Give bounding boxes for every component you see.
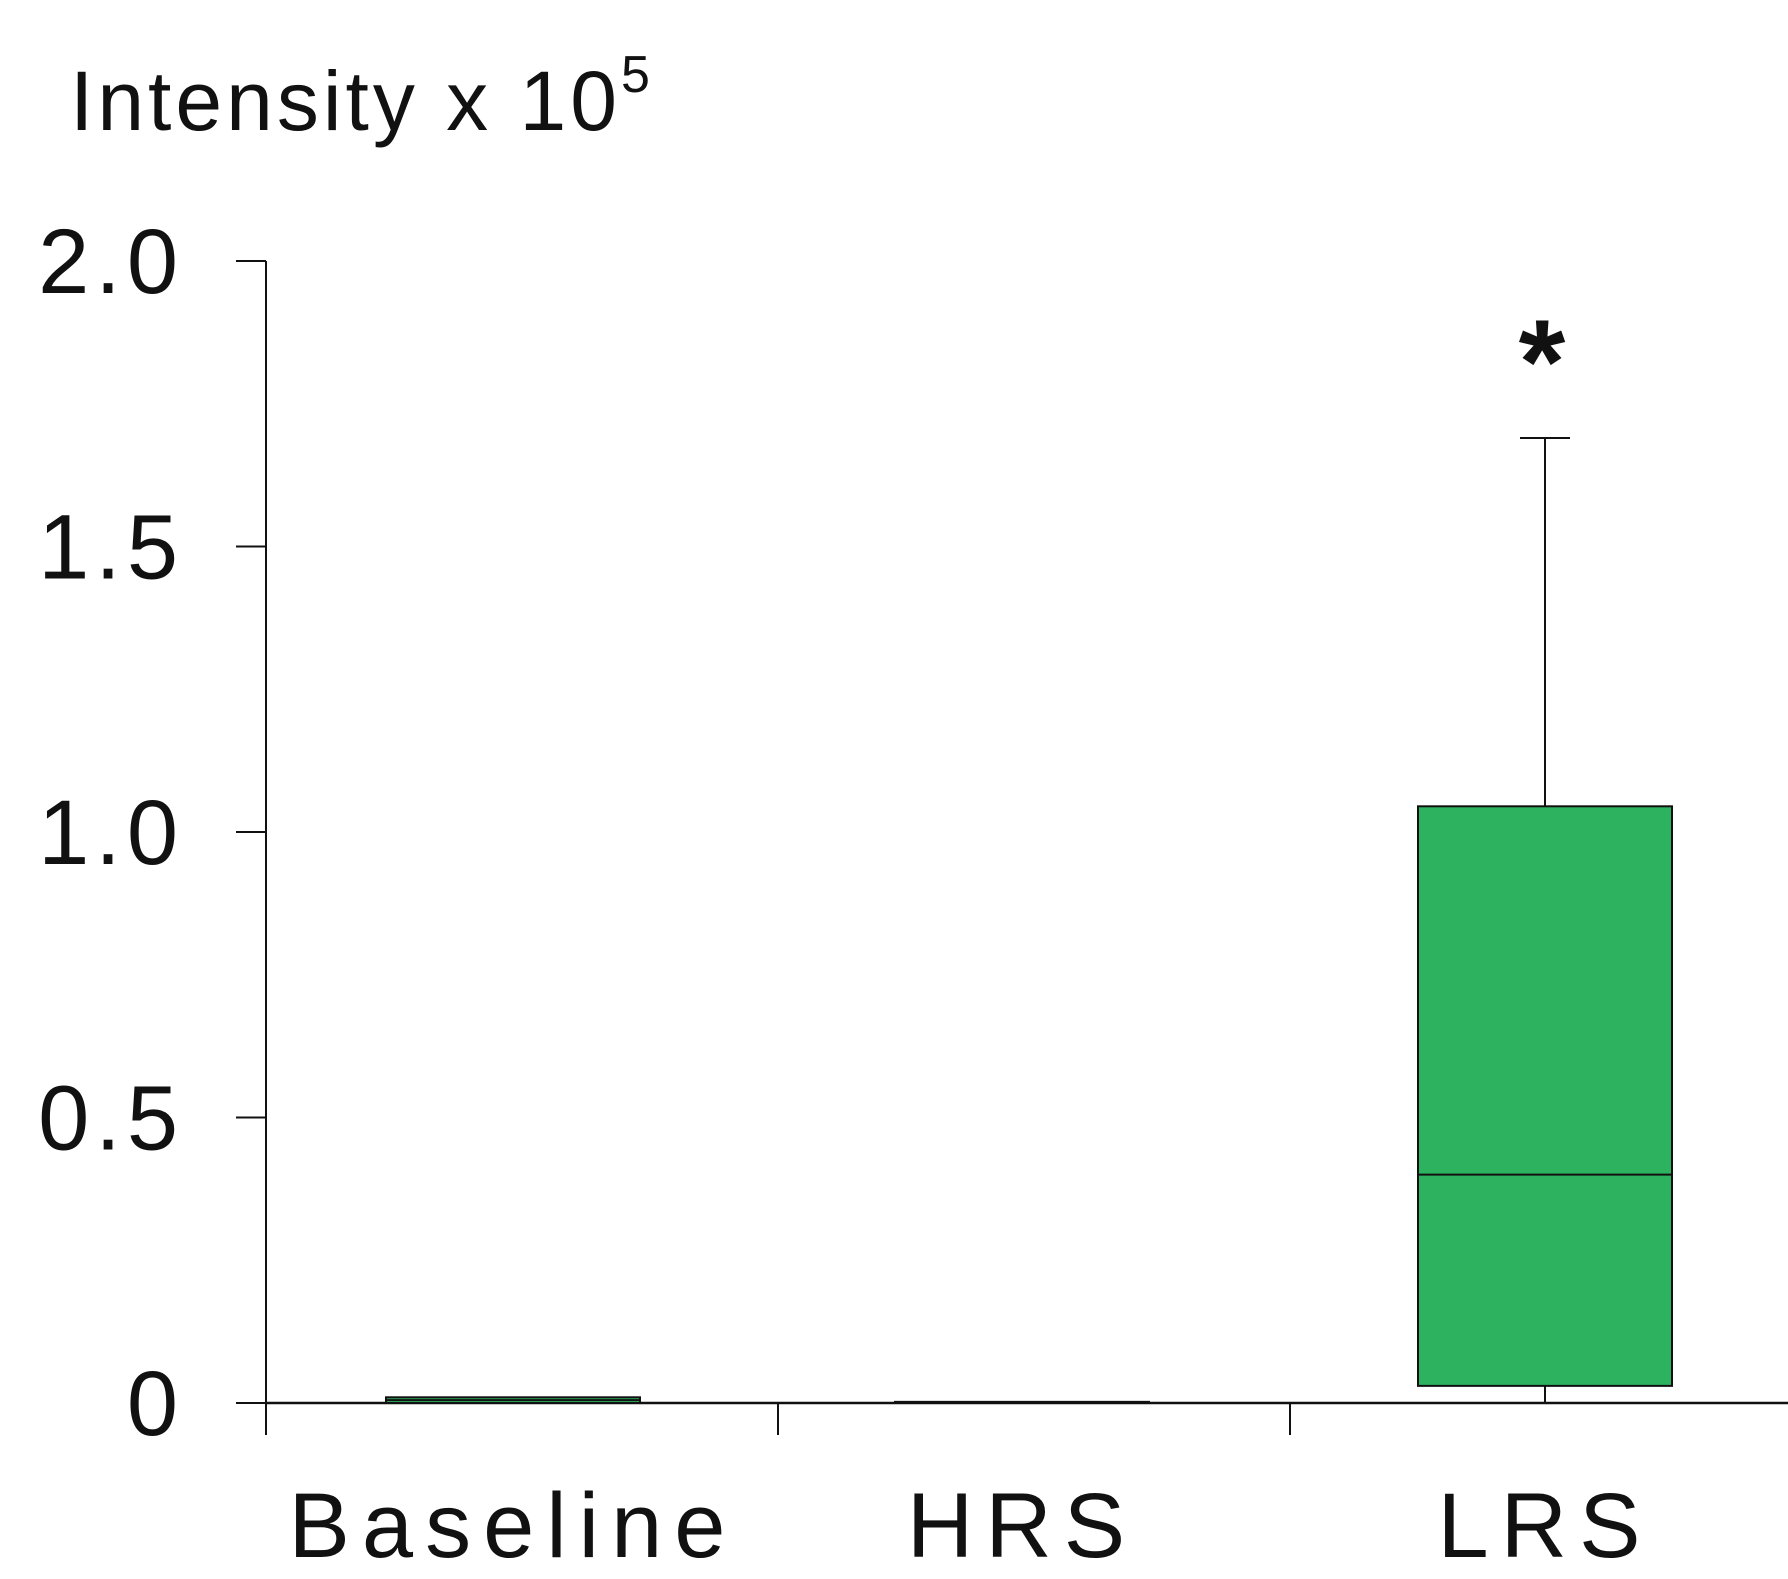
boxes: * <box>385 295 1673 1405</box>
y-axis-label-text: Intensity x 10 <box>70 54 621 148</box>
box-body-lrs <box>1417 805 1673 1387</box>
x-ticks: Baseline HRS LRS <box>265 1403 1653 1577</box>
y-tick-label-1.0: 1.0 <box>38 782 184 884</box>
x-tick-label-hrs: HRS <box>907 1475 1137 1577</box>
y-axis-label-exponent: 5 <box>621 46 654 104</box>
x-tick-label-baseline: Baseline <box>289 1475 738 1577</box>
y-ticks: 0 0.5 1.0 1.5 2.0 <box>38 211 266 1455</box>
box-baseline <box>385 1396 641 1405</box>
y-tick-label-0.5: 0.5 <box>38 1068 184 1170</box>
y-tick-label-2.0: 2.0 <box>38 211 184 313</box>
x-tick-label-lrs: LRS <box>1438 1475 1653 1577</box>
y-tick-label-0: 0 <box>127 1353 184 1455</box>
y-tick-label-1.5: 1.5 <box>38 497 184 599</box>
box-hrs <box>894 1400 1150 1405</box>
y-axis-label: Intensity x 105 <box>70 46 654 148</box>
significance-marker-lrs: * <box>1519 295 1566 429</box>
box-lrs: * <box>1417 295 1673 1404</box>
